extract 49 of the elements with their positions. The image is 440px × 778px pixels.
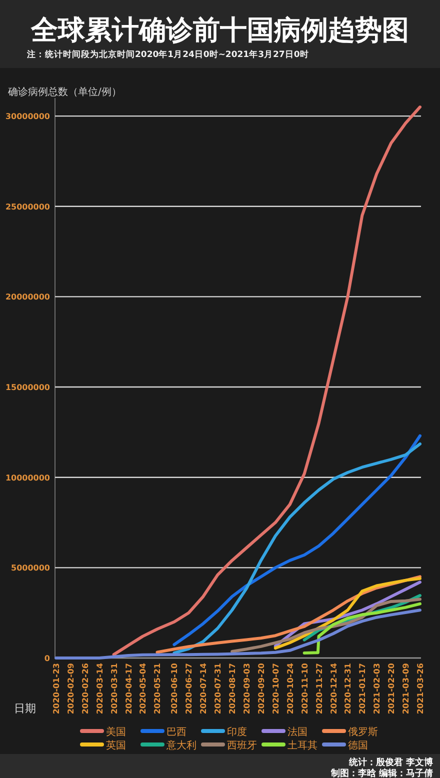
x-tick-label: 2020-05-04 [138,662,148,714]
text: 制图：李晗 编辑：马子倩 [330,768,433,778]
y-tick-label: 0 [44,654,50,663]
x-tick-label: 2020-08-17 [228,663,238,714]
legend-label: 德国 [348,740,368,752]
x-tick-label: 2020-04-17 [124,663,134,714]
y-tick-label: 15000000 [5,383,50,392]
legend-label: 意大利 [166,740,196,752]
x-tick-label: 2020-06-10 [170,662,180,714]
x-tick-label: 2020-07-14 [199,662,208,714]
x-axis-title: 日期 [14,702,36,715]
chart-subtitle: 注：统计时间段为北京时间2020年1月24日0时~2021年3月27日0时 [26,49,309,60]
x-tick-label: 2020-02-26 [80,662,90,714]
x-tick-label: 2020-02-09 [66,662,76,714]
legend-label: 英国 [106,740,126,752]
legend-label: 俄罗斯 [348,726,378,738]
legend-label: 土耳其 [288,740,318,752]
legend-label: 西班牙 [227,740,257,752]
x-tick-label: 2020-09-20 [256,662,266,714]
x-tick-label: 2020-12-31 [344,662,353,714]
y-axis-title: 确诊病例总数（单位/例） [7,86,122,98]
x-tick-label: 2020-07-31 [214,662,223,714]
y-tick-label: 20000000 [5,292,50,302]
x-tick-label: 2020-01-23 [52,663,61,714]
text: 统计：殷俊君 李文博 [348,757,433,768]
legend-label: 巴西 [166,727,186,738]
x-tick-label: 2020-10-07 [271,663,280,714]
x-tick-label: 2021-02-03 [372,663,382,714]
x-tick-label: 2021-01-17 [358,663,368,714]
chart-title: 全球累计确诊前十国病例趋势图 [30,15,409,46]
x-tick-label: 2020-03-31 [110,662,119,714]
x-tick-label: 2020-10-24 [286,662,295,714]
y-tick-label: 25000000 [5,202,50,212]
x-tick-label: 2020-09-03 [242,663,252,714]
x-tick-label: 2021-03-26 [416,662,425,714]
x-tick-label: 2020-12-14 [329,662,338,714]
x-tick-label: 2020-11-10 [300,662,310,714]
x-tick-label: 2020-03-14 [95,662,104,714]
y-tick-label: 10000000 [5,473,50,482]
x-tick-label: 2021-03-09 [402,662,411,714]
legend-label: 印度 [227,726,247,738]
x-tick-label: 2020-05-21 [153,662,162,714]
y-tick-label: 30000000 [5,112,50,122]
legend-label: 法国 [288,726,308,738]
x-tick-label: 2020-06-27 [184,663,194,714]
y-tick-label: 5000000 [11,564,50,573]
x-tick-label: 2021-02-20 [387,662,396,714]
legend-label: 美国 [106,726,126,738]
x-tick-label: 2020-11-27 [314,663,324,714]
